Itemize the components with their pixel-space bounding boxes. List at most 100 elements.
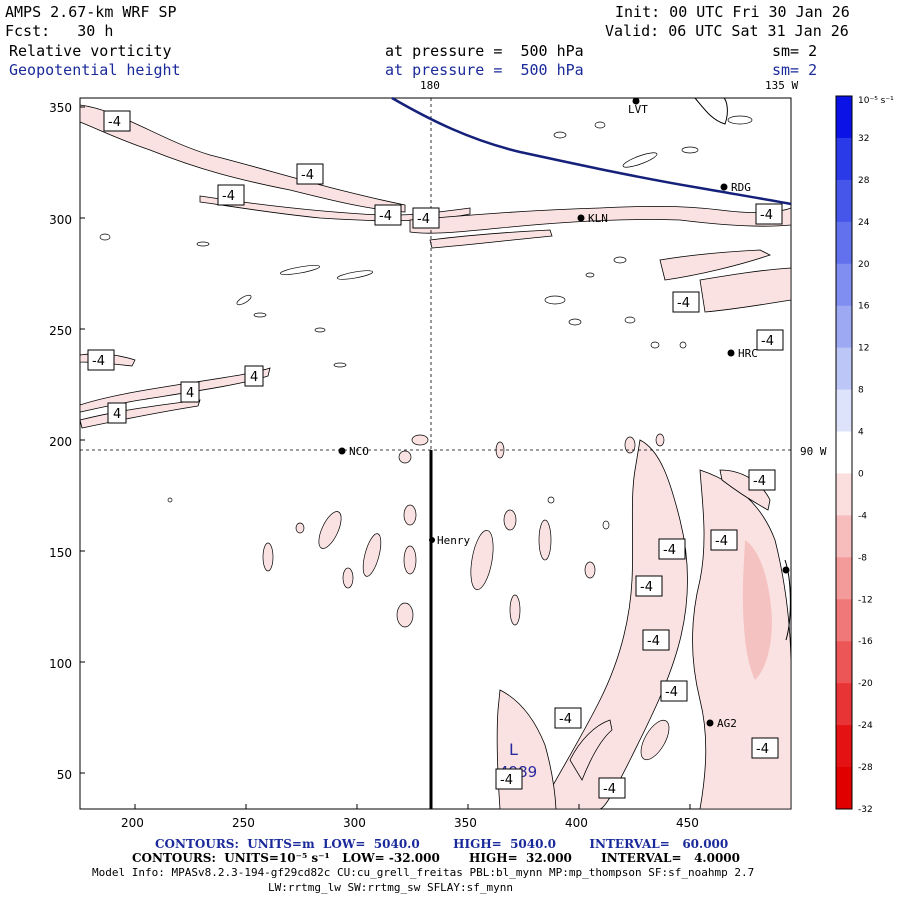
svg-text:-4: -4	[756, 742, 769, 757]
svg-text:-4: -4	[559, 712, 572, 727]
svg-text:-4: -4	[761, 334, 774, 349]
colorbar-cell-9	[836, 473, 852, 516]
station-dot-edge	[782, 566, 790, 574]
init-time: Init: 00 UTC Fri 30 Jan 26	[615, 3, 850, 21]
contour-label-18: -4	[495, 768, 523, 790]
colorbar-cell-8	[836, 431, 852, 474]
colorbar-label: 20	[858, 260, 870, 270]
colorbar: 10⁻⁵ s⁻¹ 32 28 24 20 16 12 8 4 0 -4 -8 -12 -16 -20 -24…	[835, 95, 894, 815]
contour-label-12: -4	[710, 529, 738, 551]
y-tick-50: 50	[57, 768, 72, 782]
contour-label-pos-1: 4	[244, 365, 264, 387]
colorbar-label: -24	[858, 721, 873, 731]
contour-label-5: -4	[412, 207, 440, 229]
colorbar-cell-10	[836, 515, 852, 558]
svg-text:4: 4	[186, 386, 194, 401]
svg-text:-4: -4	[715, 534, 728, 549]
footer-height-contours: CONTOURS: UNITS=m LOW= 5040.0 HIGH= 5040…	[155, 837, 729, 851]
colorbar-cell-7	[836, 389, 852, 433]
svg-text:-4: -4	[663, 543, 676, 558]
station-dot-hrc	[727, 349, 735, 357]
colorbar-label: 32	[858, 134, 869, 144]
svg-text:-4: -4	[640, 580, 653, 595]
station-dot-nco	[338, 447, 346, 455]
contour-label-pos-2: 4	[180, 381, 200, 403]
colorbar-label: -16	[858, 637, 873, 647]
svg-text:-4: -4	[108, 115, 121, 130]
station-henry: Henry	[437, 534, 470, 547]
y-tick-150: 150	[49, 546, 72, 560]
low-label: L	[509, 740, 518, 759]
colorbar-label: -8	[858, 553, 867, 563]
field2-name: Geopotential height	[9, 61, 181, 79]
colorbar-label: -4	[858, 511, 867, 521]
station-rdg: RDG	[731, 181, 751, 194]
lon-label-90w: 90 W	[800, 445, 827, 458]
y-tick-350: 350	[49, 101, 72, 115]
contour-label-pos-3: 4	[107, 402, 127, 424]
colorbar-label: -28	[858, 763, 873, 773]
colorbar-cell-12	[836, 599, 852, 642]
coastline	[694, 97, 728, 125]
contour-labels: -4 -4 -4 -4 -4 -4 -4 -4 -4 -4 -4 -4 -4 -…	[87, 110, 784, 799]
contour-label-14: -4	[642, 629, 670, 651]
svg-text:-4: -4	[603, 782, 616, 797]
contour-label-7: -4	[672, 291, 700, 313]
station-dot-lvt	[632, 97, 640, 105]
x-tick-300: 300	[343, 816, 366, 830]
x-tick-200: 200	[121, 816, 144, 830]
contour-label-2: -4	[296, 163, 324, 185]
colorbar-cell-0	[836, 96, 852, 139]
colorbar-cells	[836, 96, 852, 810]
contour-label-16: -4	[554, 707, 582, 729]
y-axis-ticks: 350 300 250 200 150 100 50	[49, 101, 72, 782]
vorticity-blobs	[262, 433, 670, 761]
contour-label-4: -4	[374, 204, 402, 226]
lon-label-180: 180	[420, 79, 440, 92]
map-frame	[79, 97, 792, 810]
colorbar-cell-5	[836, 305, 852, 349]
x-tick-450: 450	[676, 816, 699, 830]
station-dot-rdg	[720, 183, 728, 191]
station-dot-ag2	[706, 719, 714, 727]
station-nco: NCO	[349, 445, 369, 458]
coastline-right	[784, 559, 791, 641]
svg-text:-4: -4	[677, 296, 690, 311]
colorbar-label: 0	[858, 469, 864, 479]
field2-level: at pressure = 500 hPa	[385, 61, 584, 79]
station-ag2: AG2	[717, 717, 737, 730]
colorbar-label: -32	[858, 805, 873, 815]
model-title: AMPS 2.67-km WRF SP	[5, 3, 177, 21]
field1-level: at pressure = 500 hPa	[385, 42, 584, 60]
colorbar-label: 4	[858, 428, 864, 438]
field2-smoothing: sm= 2	[772, 61, 818, 79]
colorbar-unit: 10⁻⁵ s⁻¹	[858, 96, 894, 106]
colorbar-labels: 32 28 24 20 16 12 8 4 0 -4 -8 -12 -16 -20 -24 -28 -32	[858, 134, 873, 815]
x-axis-ticks: 200 250 300 350 400 450	[121, 816, 699, 830]
svg-text:-4: -4	[753, 474, 766, 489]
colorbar-label: -12	[858, 595, 873, 605]
svg-text:-4: -4	[500, 773, 513, 788]
svg-text:4: 4	[250, 370, 258, 385]
axis-tick-marks	[80, 106, 691, 809]
colorbar-cell-3	[836, 221, 852, 265]
station-kln: KLN	[588, 212, 608, 225]
y-tick-250: 250	[49, 324, 72, 338]
y-tick-200: 200	[49, 435, 72, 449]
colorbar-cell-15	[836, 725, 852, 768]
contour-label-9: -4	[87, 349, 115, 371]
contour-label-19: -4	[598, 777, 626, 799]
vorticity-fill-dark	[742, 540, 772, 680]
station-lvt: LVT	[628, 103, 648, 116]
x-tick-400: 400	[565, 816, 588, 830]
y-tick-300: 300	[49, 213, 72, 227]
svg-text:-4: -4	[92, 354, 105, 369]
x-tick-250: 250	[232, 816, 255, 830]
station-dot-kln	[577, 214, 585, 222]
colorbar-label: 8	[858, 386, 864, 396]
colorbar-cell-2	[836, 179, 852, 223]
svg-text:-4: -4	[301, 168, 314, 183]
station-dot-henry	[429, 537, 435, 543]
vorticity-small-contours	[99, 115, 753, 530]
contour-label-13: -4	[635, 575, 663, 597]
